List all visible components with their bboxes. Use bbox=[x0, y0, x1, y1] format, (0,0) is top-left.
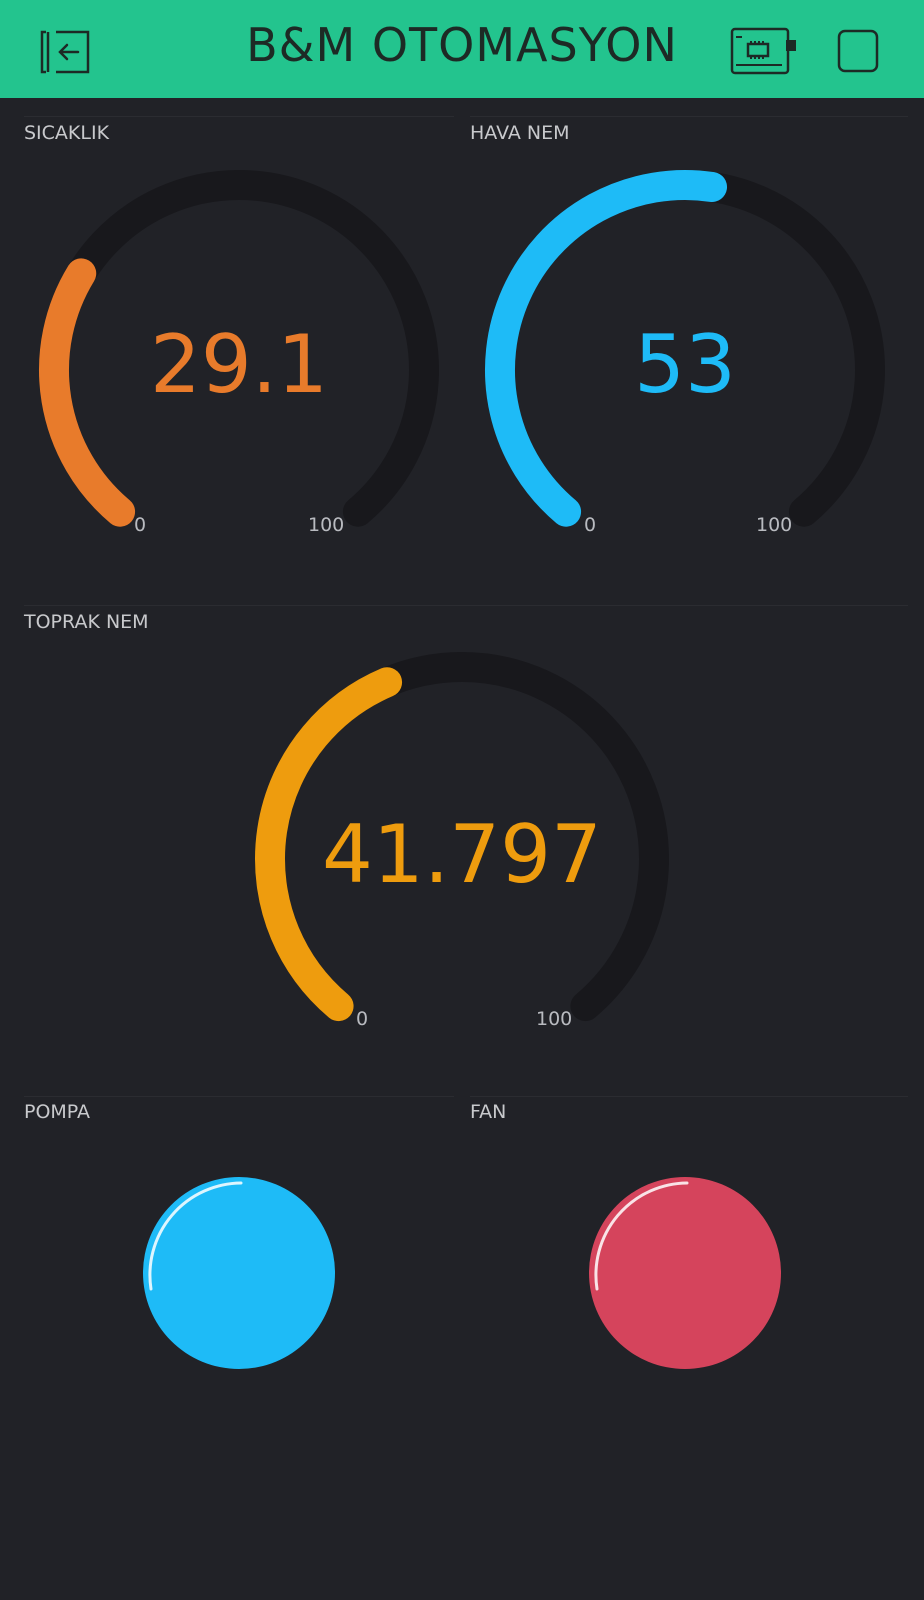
gauge-fill bbox=[255, 667, 403, 1022]
gauge-fill bbox=[39, 258, 136, 527]
stop-icon[interactable] bbox=[836, 28, 880, 74]
pompa-button[interactable] bbox=[143, 1177, 335, 1369]
hava-nem-value: 53 bbox=[634, 318, 736, 411]
exit-icon[interactable] bbox=[38, 26, 94, 76]
divider bbox=[24, 1096, 454, 1097]
hava-nem-gauge: 53 0 100 bbox=[480, 168, 890, 538]
toprak-nem-label: TOPRAK NEM bbox=[24, 611, 149, 633]
hava-nem-max: 100 bbox=[756, 514, 793, 536]
sicaklik-value: 29.1 bbox=[149, 318, 329, 411]
toprak-nem-value: 41.797 bbox=[322, 808, 602, 901]
sicaklik-gauge: 29.1 0 100 bbox=[34, 168, 444, 538]
pompa-label: POMPA bbox=[24, 1101, 91, 1123]
app-title: B&M OTOMASYON bbox=[246, 18, 678, 72]
app-header: B&M OTOMASYON bbox=[0, 0, 924, 98]
divider bbox=[470, 1096, 908, 1097]
divider bbox=[24, 116, 454, 117]
hava-nem-label: HAVA NEM bbox=[470, 122, 570, 144]
toprak-nem-max: 100 bbox=[536, 1008, 573, 1030]
sicaklik-min: 0 bbox=[134, 514, 147, 536]
device-icon[interactable] bbox=[730, 27, 796, 75]
divider bbox=[470, 116, 908, 117]
fan-button[interactable] bbox=[589, 1177, 781, 1369]
toprak-nem-min: 0 bbox=[356, 1008, 369, 1030]
hava-nem-min: 0 bbox=[584, 514, 597, 536]
fan-label: FAN bbox=[470, 1101, 507, 1123]
divider bbox=[24, 605, 908, 606]
gauge-fill bbox=[485, 170, 728, 527]
sicaklik-label: SICAKLIK bbox=[24, 122, 110, 144]
sicaklik-max: 100 bbox=[308, 514, 345, 536]
toprak-nem-gauge: 41.797 0 100 bbox=[250, 650, 674, 1030]
